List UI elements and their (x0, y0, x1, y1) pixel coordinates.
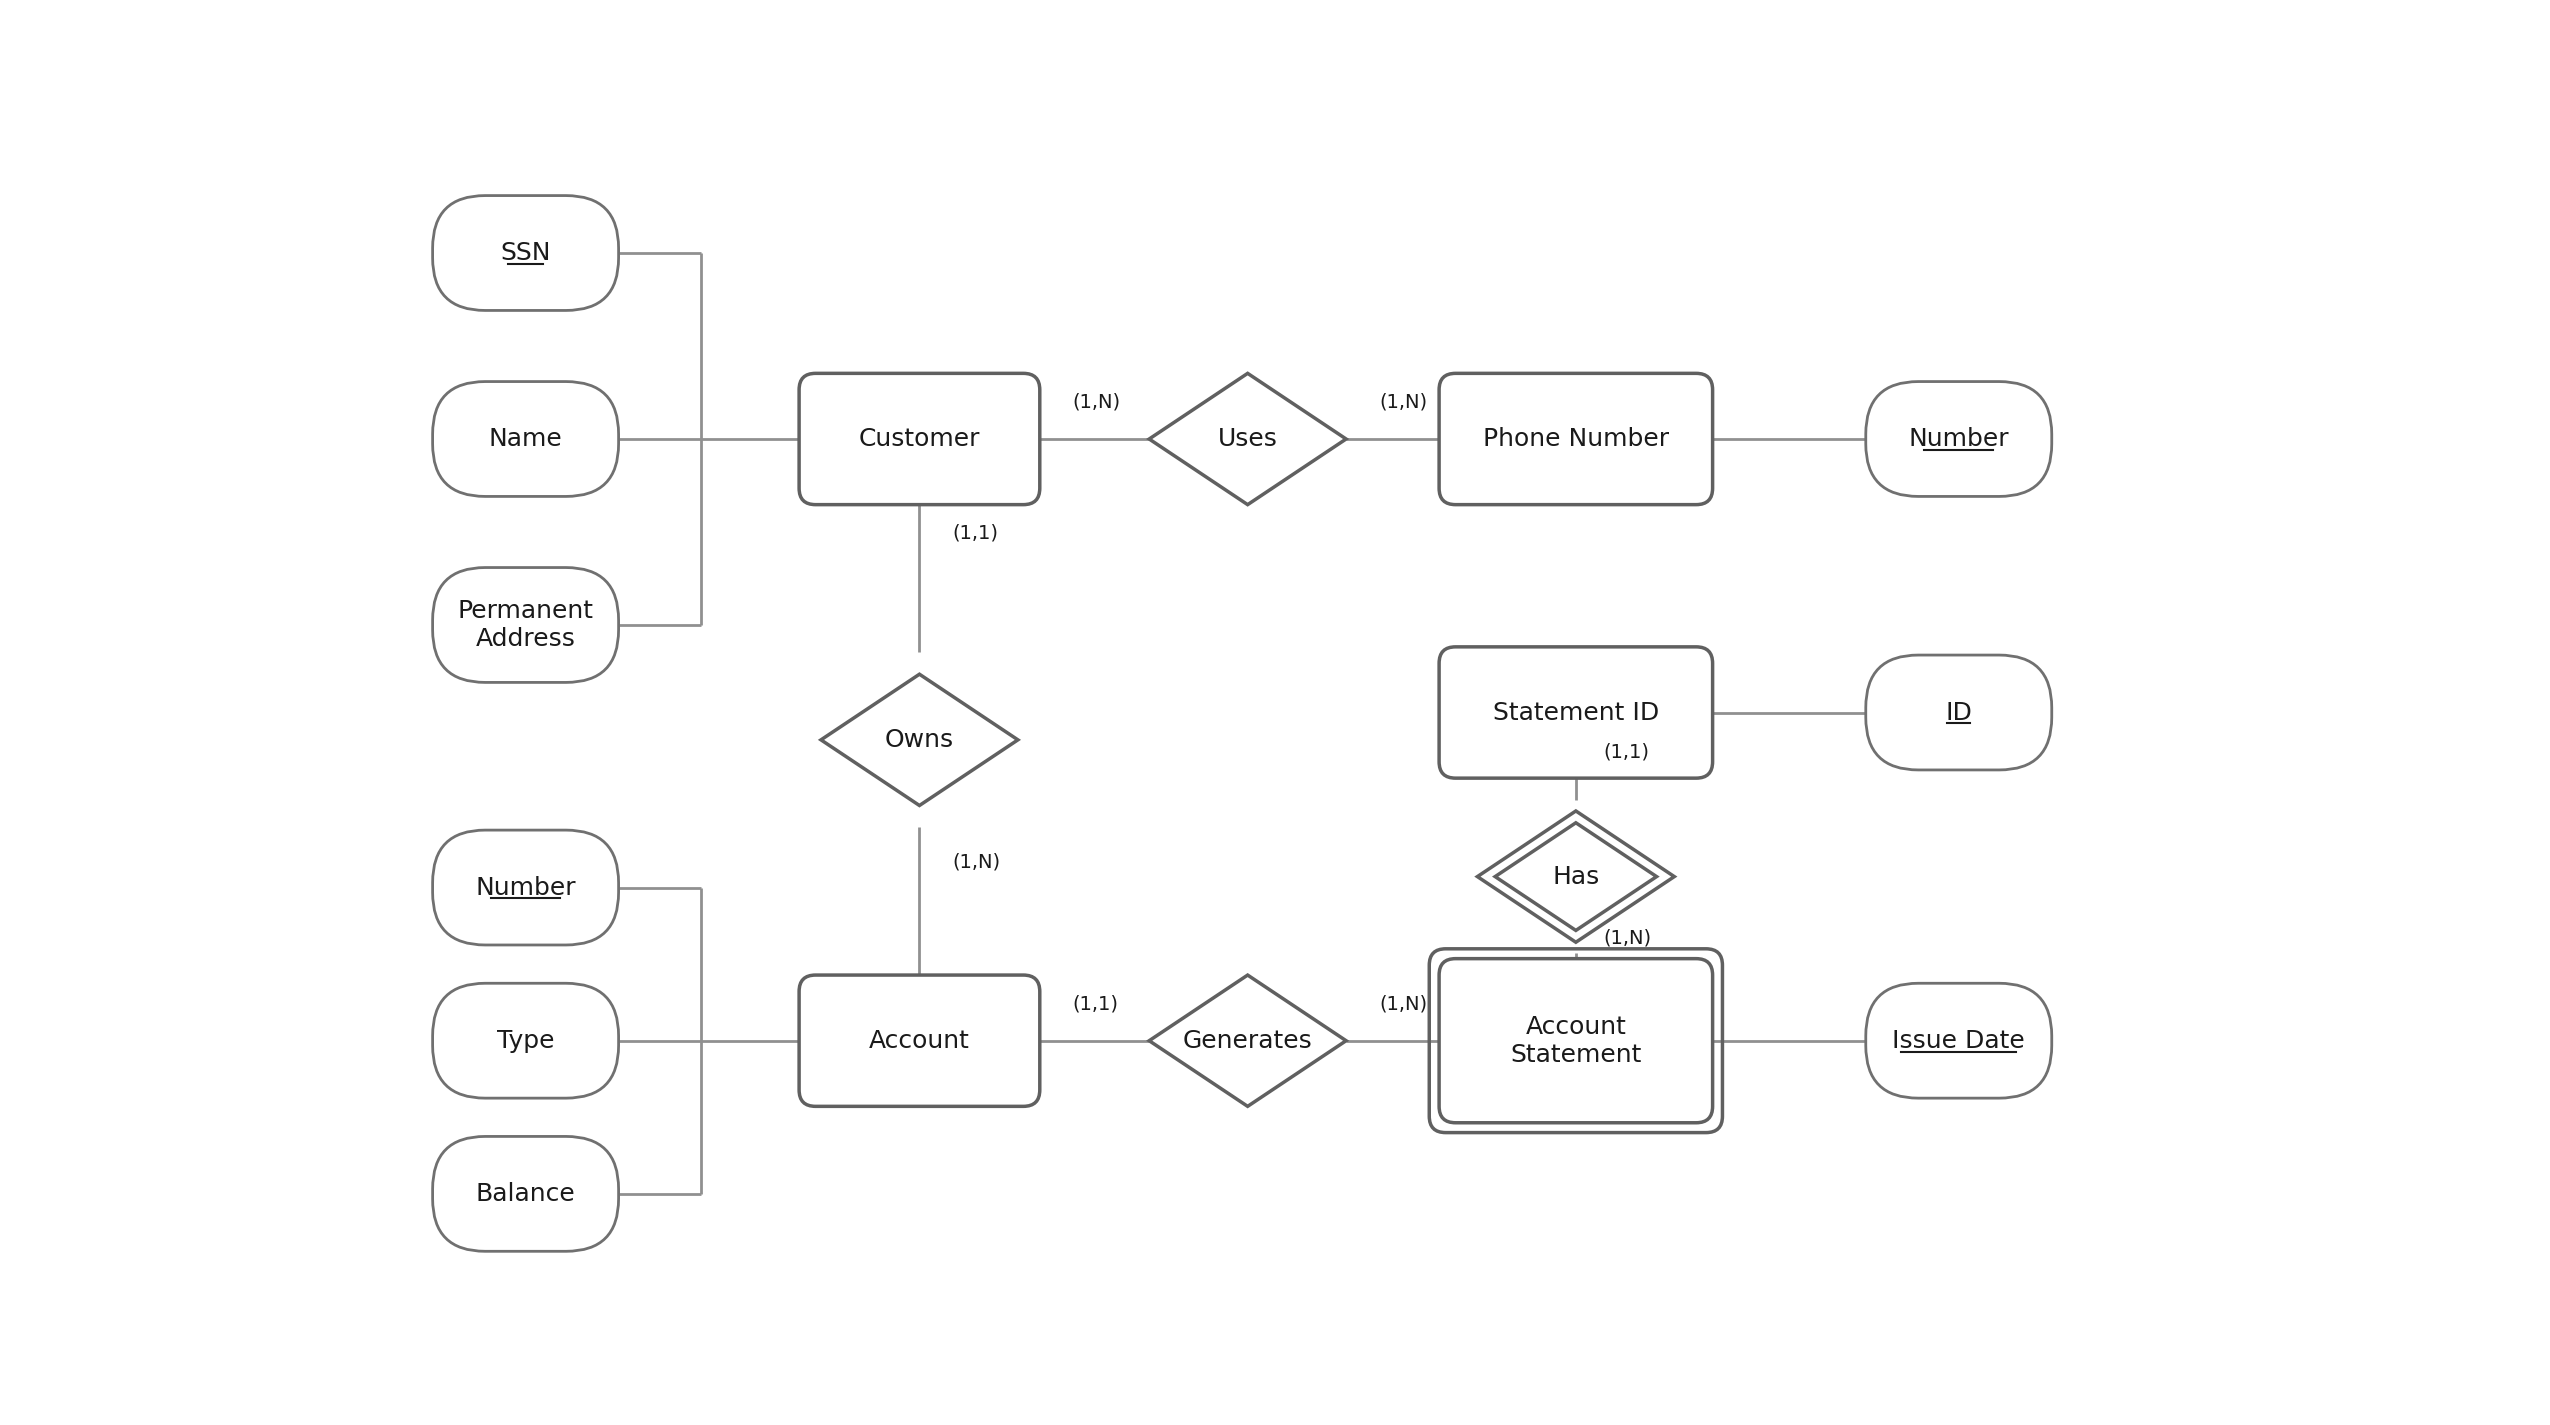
Text: Issue Date: Issue Date (1892, 1029, 2025, 1053)
Text: ID: ID (1946, 701, 1971, 724)
Text: Account: Account (870, 1029, 969, 1053)
Text: Customer: Customer (859, 428, 979, 450)
FancyBboxPatch shape (1438, 647, 1714, 778)
FancyBboxPatch shape (1867, 983, 2053, 1099)
FancyBboxPatch shape (1867, 656, 2053, 770)
FancyBboxPatch shape (1867, 382, 2053, 496)
Text: (1,1): (1,1) (1604, 742, 1650, 762)
Text: Type: Type (497, 1029, 553, 1053)
FancyBboxPatch shape (434, 983, 620, 1099)
Polygon shape (1150, 373, 1346, 504)
FancyBboxPatch shape (434, 567, 620, 683)
Text: Permanent
Address: Permanent Address (456, 598, 594, 651)
Text: Name: Name (490, 428, 564, 450)
Text: Account
Statement: Account Statement (1510, 1015, 1642, 1066)
FancyBboxPatch shape (1438, 373, 1714, 504)
Text: Statement ID: Statement ID (1492, 701, 1660, 724)
Text: (1,N): (1,N) (1074, 393, 1122, 412)
Text: Number: Number (1907, 428, 2009, 450)
Text: Number: Number (474, 875, 576, 899)
Polygon shape (821, 674, 1017, 805)
Polygon shape (1476, 811, 1675, 942)
FancyBboxPatch shape (798, 373, 1040, 504)
Text: Owns: Owns (885, 728, 954, 752)
Text: Has: Has (1553, 865, 1599, 889)
Text: Uses: Uses (1219, 428, 1278, 450)
FancyBboxPatch shape (798, 975, 1040, 1106)
FancyBboxPatch shape (1438, 959, 1714, 1123)
FancyBboxPatch shape (434, 1136, 620, 1251)
FancyBboxPatch shape (434, 382, 620, 496)
FancyBboxPatch shape (434, 831, 620, 945)
Text: (1,N): (1,N) (1380, 393, 1428, 412)
FancyBboxPatch shape (434, 195, 620, 311)
Text: Balance: Balance (477, 1181, 576, 1206)
Text: (1,1): (1,1) (951, 524, 997, 543)
Text: (1,N): (1,N) (1604, 929, 1652, 948)
Polygon shape (1150, 975, 1346, 1106)
Text: (1,N): (1,N) (1380, 995, 1428, 1013)
Text: Phone Number: Phone Number (1482, 428, 1668, 450)
Text: (1,N): (1,N) (951, 852, 1000, 871)
Polygon shape (1494, 822, 1658, 931)
Text: Generates: Generates (1183, 1029, 1313, 1053)
Text: (1,1): (1,1) (1074, 995, 1119, 1013)
Text: SSN: SSN (500, 241, 551, 265)
